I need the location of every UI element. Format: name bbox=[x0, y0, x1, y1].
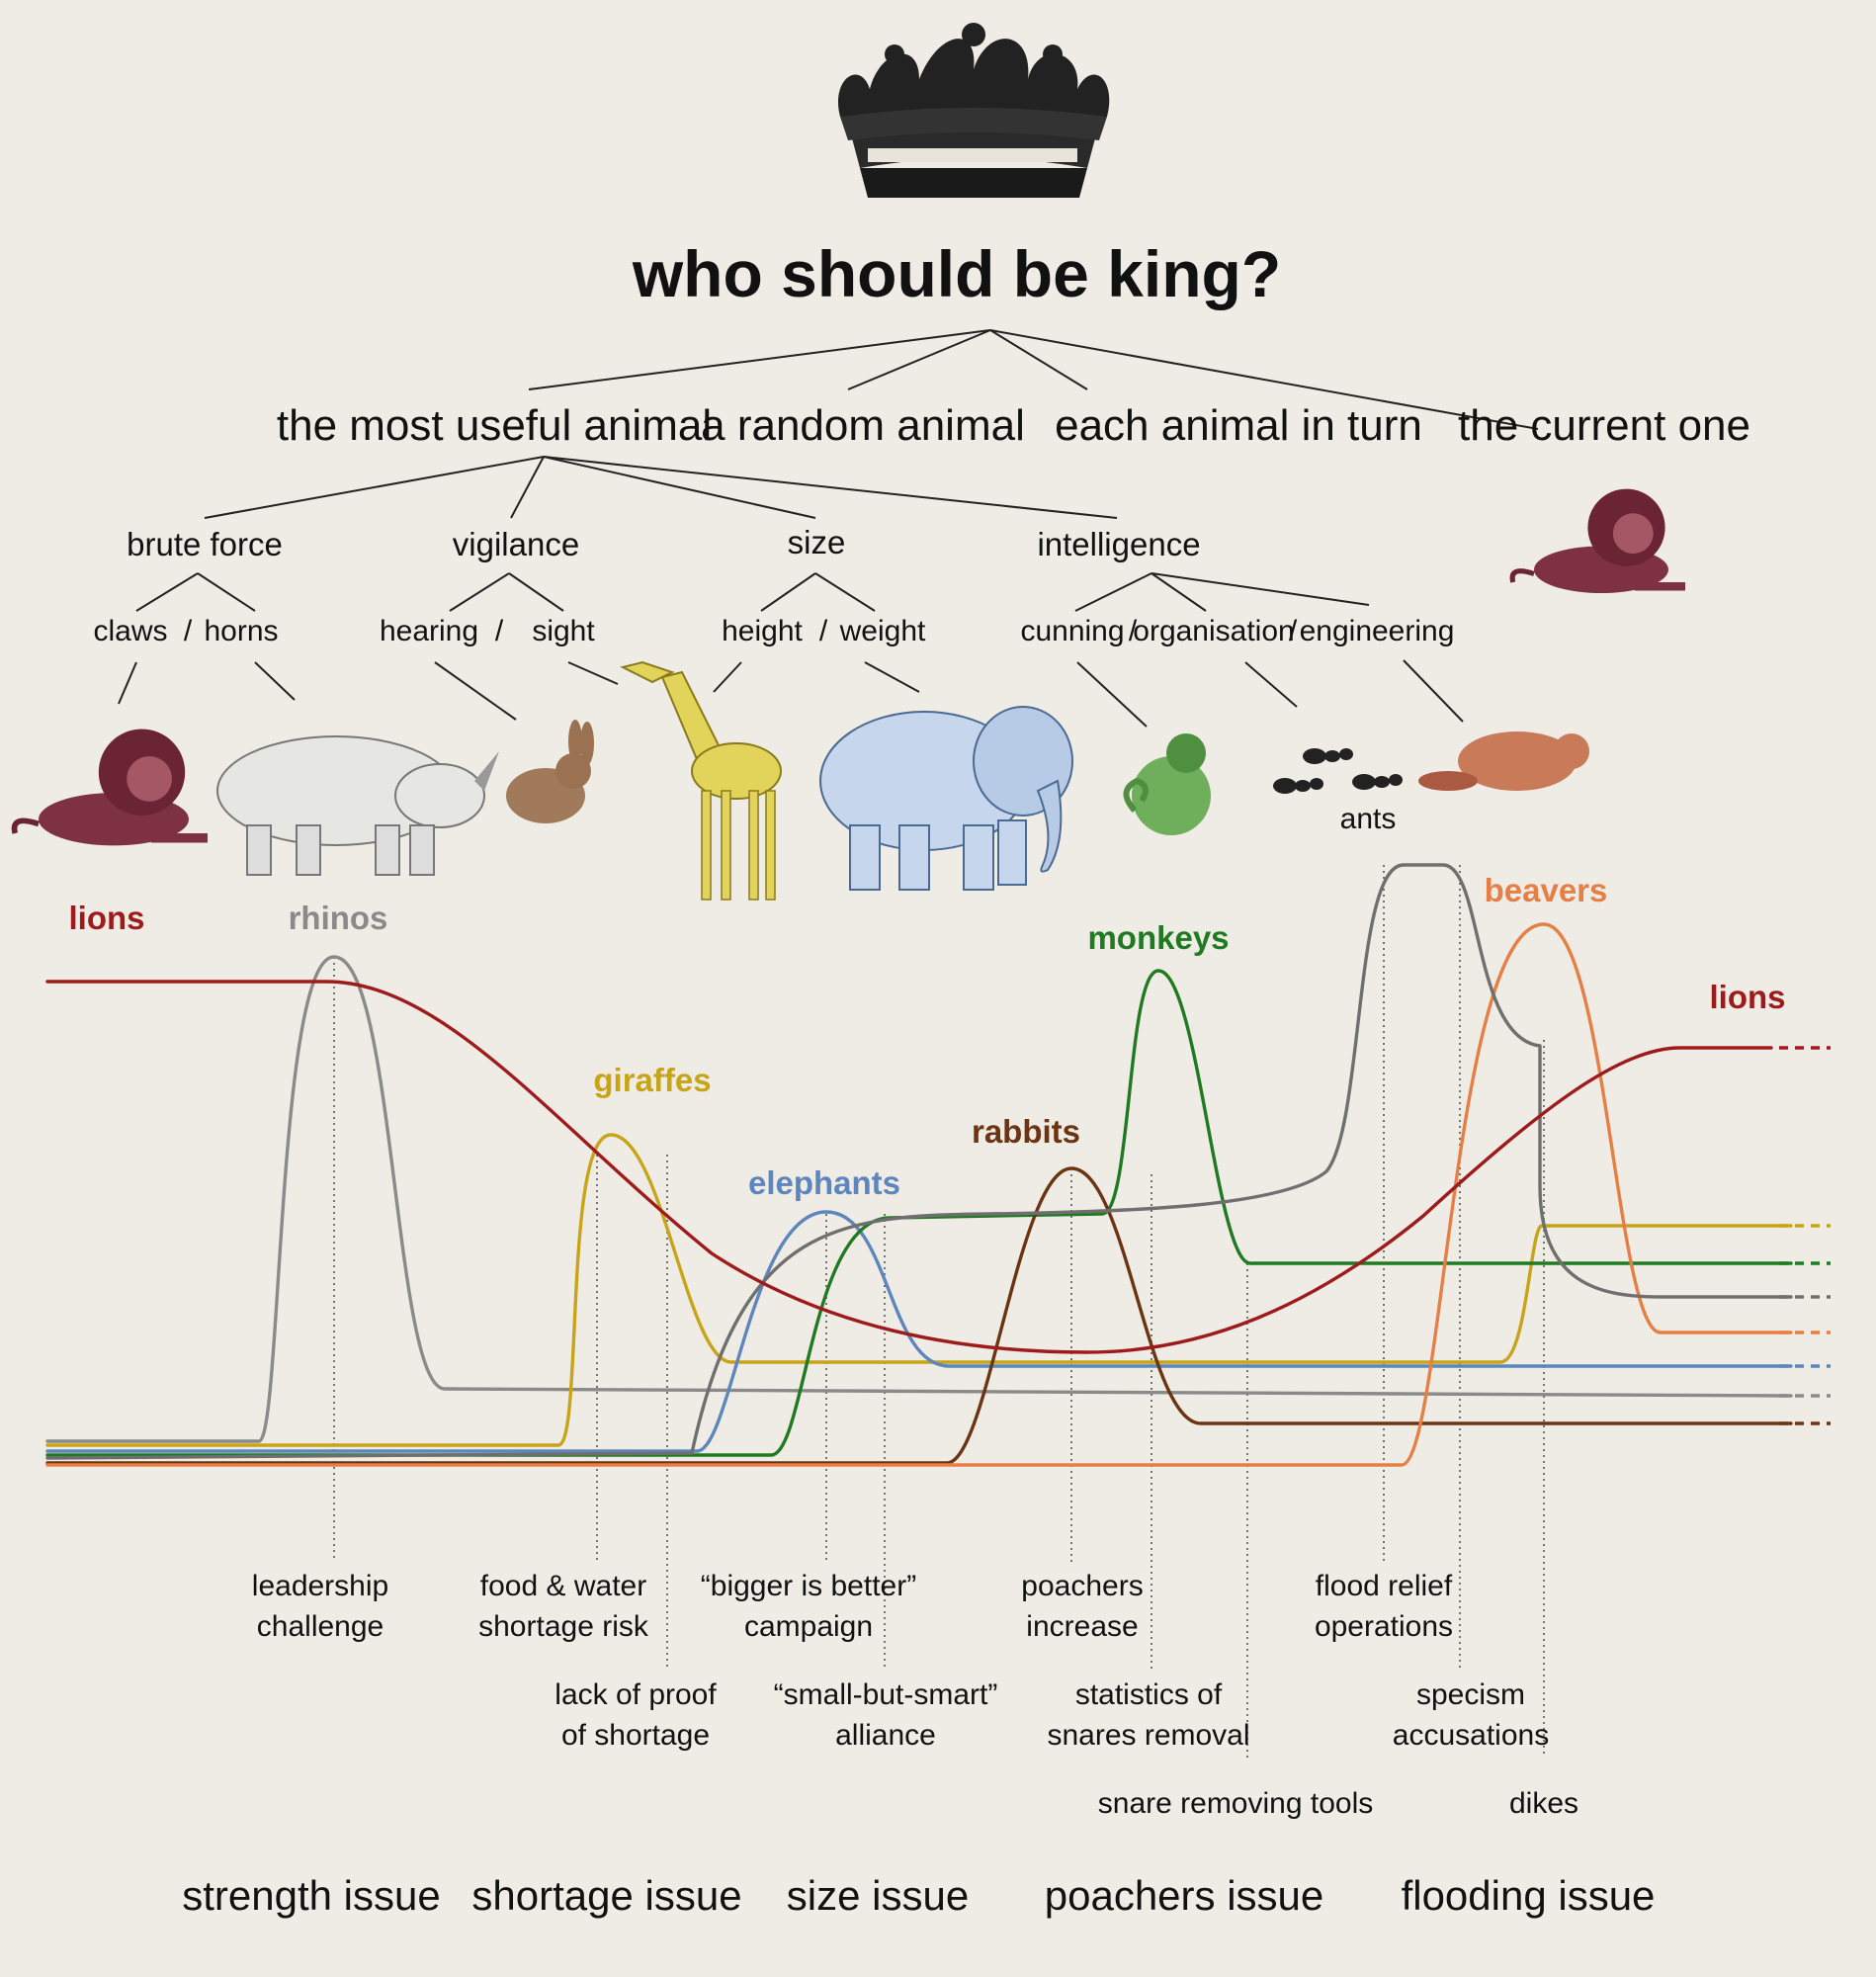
sub-slash-3: / bbox=[819, 615, 828, 647]
elephant-icon bbox=[819, 706, 1073, 891]
issue-size: size issue bbox=[787, 1872, 969, 1919]
event-leadership: challenge bbox=[257, 1610, 384, 1643]
event-specism: accusations bbox=[1393, 1719, 1549, 1752]
issue-poachers: poachers issue bbox=[1045, 1872, 1324, 1919]
event-small-smart: alliance bbox=[835, 1719, 936, 1752]
label-rhinos: rhinos bbox=[289, 900, 388, 936]
event-leadership: leadership bbox=[252, 1570, 388, 1602]
label-lions-right: lions bbox=[1709, 979, 1785, 1015]
event-labels: leadership challenge food & water shorta… bbox=[252, 1570, 1578, 1820]
sub-slash-4: / bbox=[1129, 615, 1138, 647]
event-markers bbox=[333, 865, 1545, 1758]
curve-giraffes bbox=[45, 1133, 1793, 1447]
issue-shortage: shortage issue bbox=[471, 1872, 741, 1919]
sub-engineering: engineering bbox=[1300, 615, 1455, 647]
event-snare-tools: snare removing tools bbox=[1098, 1787, 1373, 1820]
sub-height: height bbox=[722, 615, 803, 647]
curve-rabbits bbox=[45, 1166, 1793, 1465]
monkey-icon bbox=[1123, 733, 1211, 835]
crown-icon bbox=[837, 23, 1110, 198]
quality-size: size bbox=[788, 524, 846, 560]
rabbit-icon bbox=[506, 720, 594, 823]
criterion-random: a random animal bbox=[701, 401, 1025, 450]
sub-slash-2: / bbox=[495, 615, 504, 647]
curve-ants bbox=[45, 863, 1793, 1460]
criterion-most-useful: the most useful animal bbox=[277, 401, 712, 450]
event-snares-statistics: statistics of bbox=[1075, 1678, 1223, 1711]
lion-icon bbox=[1509, 488, 1685, 594]
tree-pointers bbox=[118, 659, 1464, 728]
tree-lines-level3 bbox=[135, 572, 1370, 612]
label-monkeys: monkeys bbox=[1087, 919, 1229, 956]
event-dikes: dikes bbox=[1509, 1787, 1578, 1820]
criterion-current: the current one bbox=[1458, 401, 1750, 450]
event-small-smart: “small-but-smart” bbox=[774, 1678, 998, 1711]
event-poachers: poachers bbox=[1021, 1570, 1143, 1602]
quality-intelligence: intelligence bbox=[1037, 526, 1200, 562]
tree-lines-level1 bbox=[528, 329, 1539, 430]
ants-icon bbox=[1273, 748, 1403, 794]
event-poachers: increase bbox=[1026, 1610, 1138, 1643]
label-beavers: beavers bbox=[1485, 872, 1608, 908]
sub-horns: horns bbox=[204, 615, 278, 647]
tree-lines-level2 bbox=[204, 456, 1118, 519]
criterion-in-turn: each animal in turn bbox=[1055, 401, 1422, 450]
event-lack-of-proof: of shortage bbox=[561, 1719, 710, 1752]
quality-brute-force: brute force bbox=[127, 526, 283, 562]
event-flood-relief: flood relief bbox=[1316, 1570, 1453, 1602]
sub-weight: weight bbox=[839, 615, 926, 647]
label-rabbits: rabbits bbox=[972, 1113, 1080, 1150]
curve-beavers bbox=[45, 922, 1793, 1467]
event-flood-relief: operations bbox=[1315, 1610, 1453, 1643]
sub-slash-1: / bbox=[184, 615, 193, 647]
lion-icon bbox=[11, 729, 208, 846]
sub-sight: sight bbox=[532, 615, 595, 647]
curve-monkeys bbox=[45, 969, 1793, 1457]
event-snares-statistics: snares removal bbox=[1047, 1719, 1249, 1752]
page-title: who should be king? bbox=[632, 237, 1281, 310]
event-lack-of-proof: lack of proof bbox=[554, 1678, 717, 1711]
ants-label: ants bbox=[1340, 803, 1397, 835]
sub-claws: claws bbox=[93, 615, 167, 647]
sub-organisation: organisation bbox=[1133, 615, 1294, 647]
label-lions-left: lions bbox=[68, 900, 144, 936]
event-food-water: food & water bbox=[480, 1570, 646, 1602]
chart-curves bbox=[45, 863, 1831, 1467]
beaver-icon bbox=[1418, 731, 1589, 791]
event-bigger-better: campaign bbox=[744, 1610, 873, 1643]
sub-cunning: cunning bbox=[1020, 615, 1124, 647]
sub-hearing: hearing bbox=[380, 615, 478, 647]
event-bigger-better: “bigger is better” bbox=[701, 1570, 916, 1602]
label-giraffes: giraffes bbox=[593, 1062, 711, 1098]
curve-rhinos bbox=[45, 955, 1793, 1443]
giraffe-icon bbox=[620, 660, 782, 901]
sub-slash-5: / bbox=[1289, 615, 1298, 647]
curve-lions bbox=[45, 980, 1773, 1354]
curve-elephants bbox=[45, 1210, 1793, 1453]
issue-flooding: flooding issue bbox=[1402, 1872, 1656, 1919]
quality-vigilance: vigilance bbox=[453, 526, 579, 562]
event-specism: specism bbox=[1416, 1678, 1525, 1711]
issue-strength: strength issue bbox=[182, 1872, 440, 1919]
issue-labels: strength issue shortage issue size issue… bbox=[182, 1872, 1655, 1919]
event-food-water: shortage risk bbox=[478, 1610, 649, 1643]
rhino-icon bbox=[216, 735, 499, 876]
label-elephants: elephants bbox=[748, 1164, 900, 1201]
